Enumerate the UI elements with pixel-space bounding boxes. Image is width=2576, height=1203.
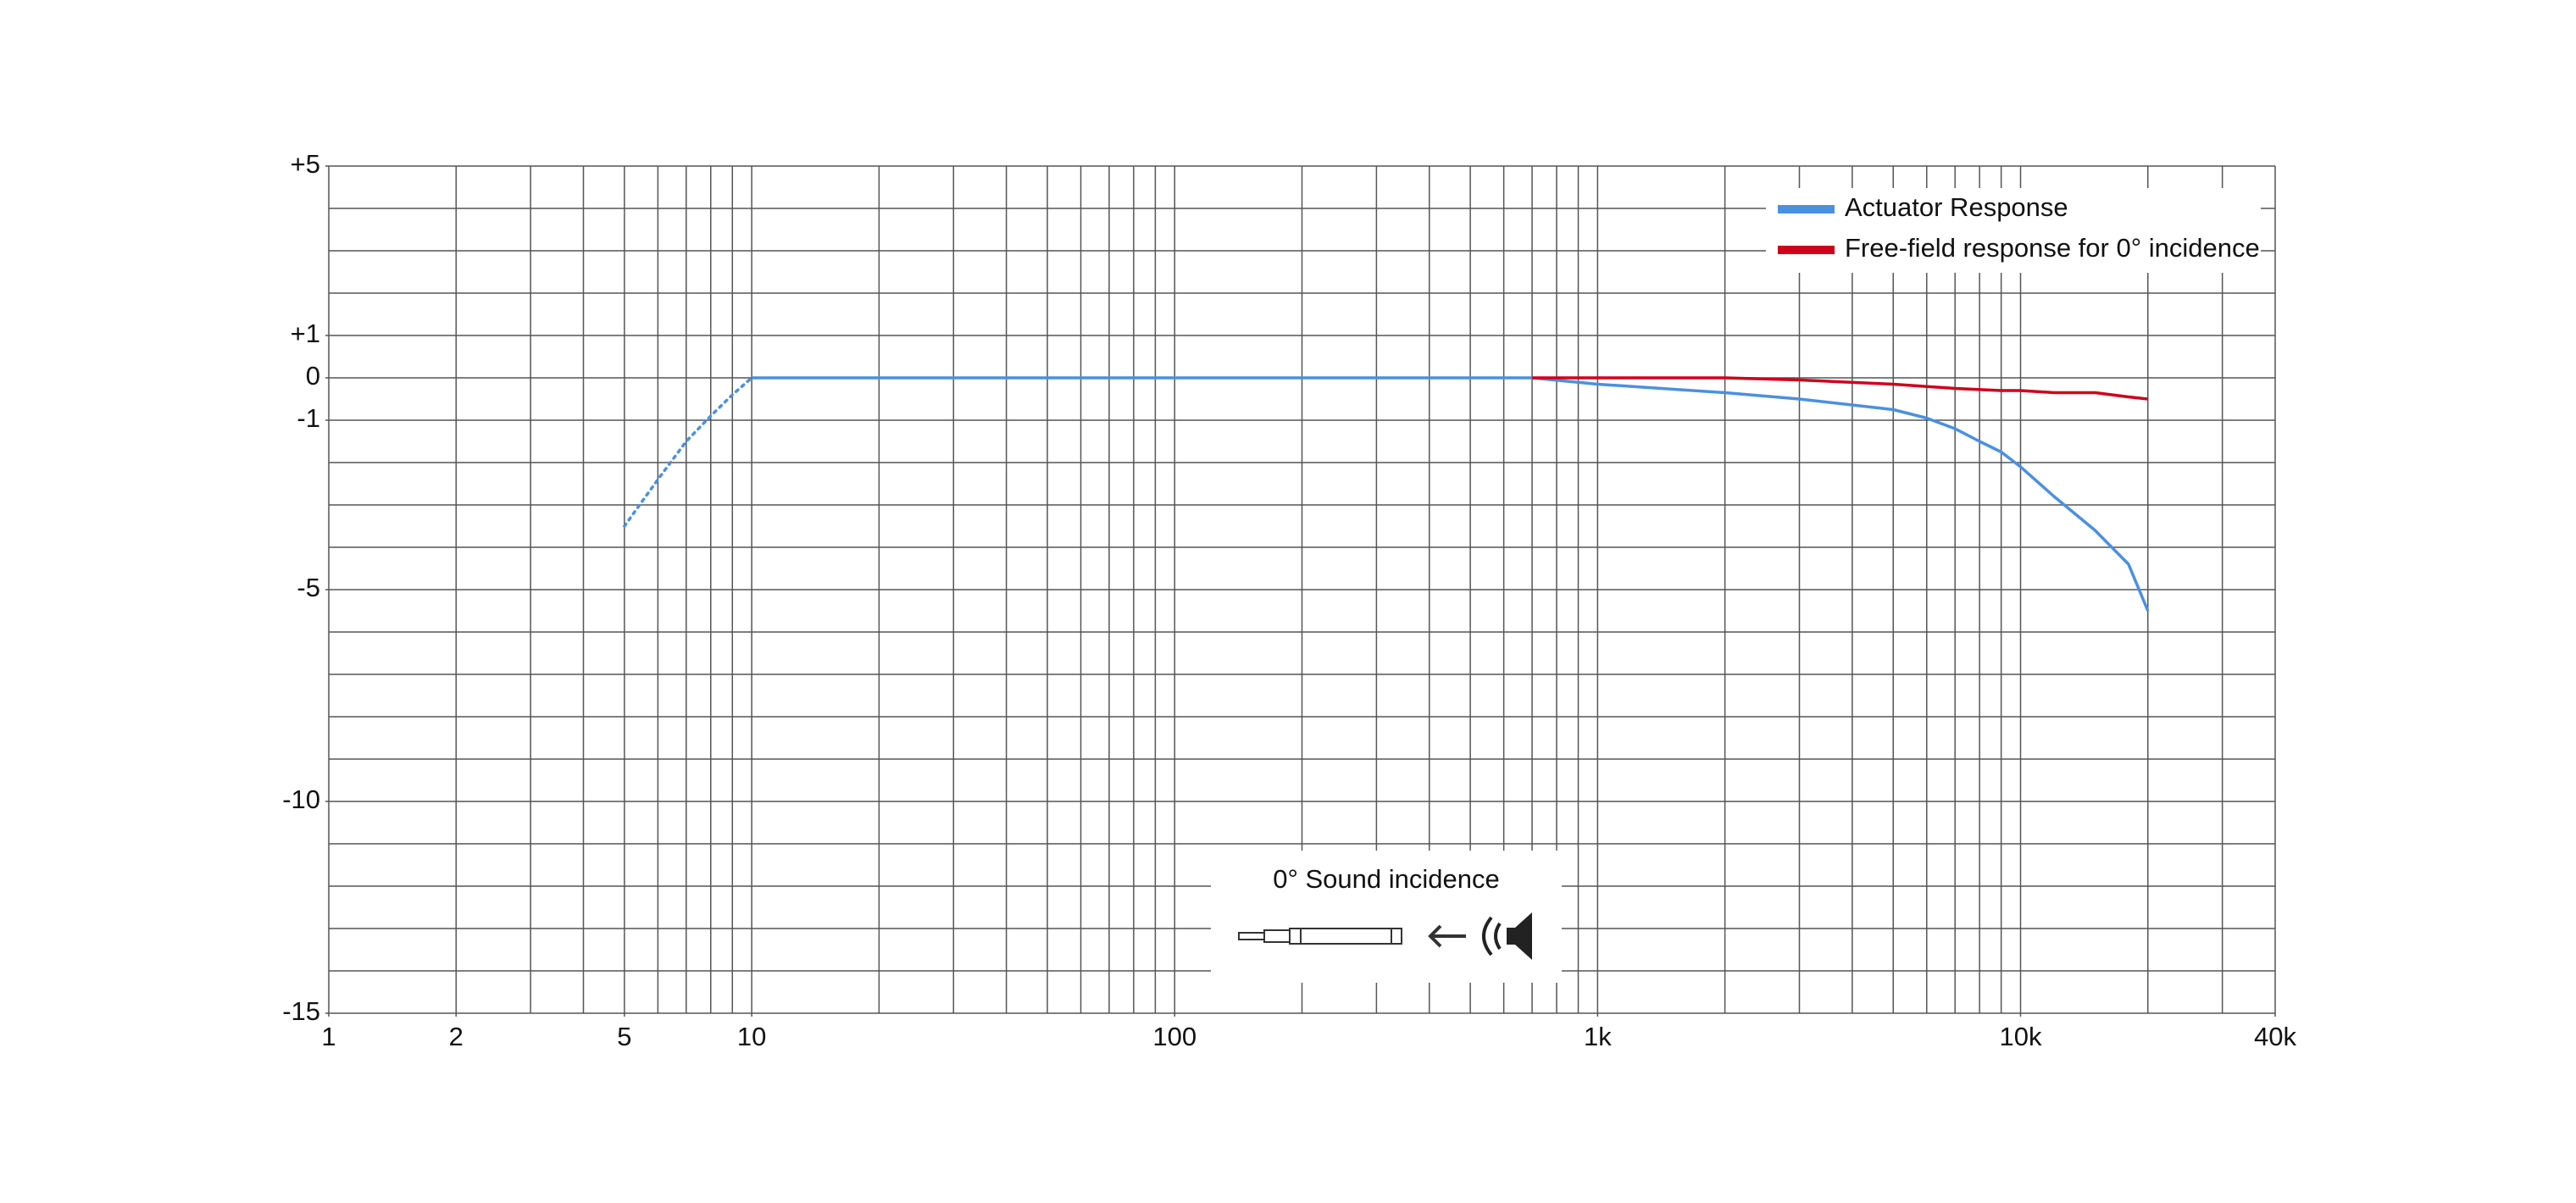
series-line xyxy=(623,376,753,528)
annotation: 0° Sound incidence xyxy=(1273,864,1499,894)
y-tick-label: 0 xyxy=(306,361,320,391)
y-tick-label: -5 xyxy=(297,573,320,602)
series-line xyxy=(1532,376,2148,401)
y-tick-label: -15 xyxy=(282,996,320,1026)
y-tick-label: +1 xyxy=(291,319,320,348)
y-tick-label: -10 xyxy=(282,784,320,814)
x-tick-label: 100 xyxy=(1152,1022,1196,1051)
x-tick-label: 2 xyxy=(449,1022,464,1051)
legend: Actuator Response Free-field response for… xyxy=(1766,188,2261,273)
x-tick-label: 1k xyxy=(1584,1022,1612,1051)
incidence-box: 0° Sound incidence xyxy=(1211,851,1562,983)
legend-box xyxy=(1766,188,2261,273)
x-tick-label: 5 xyxy=(617,1022,631,1051)
x-tick-label: 10k xyxy=(2000,1022,2042,1051)
x-tick-label: 10 xyxy=(737,1022,766,1051)
y-tick-label: +5 xyxy=(291,149,320,179)
arrow-icon xyxy=(1428,924,1466,948)
microphone-icon xyxy=(1238,928,1402,945)
series-line xyxy=(752,376,2150,612)
lines xyxy=(623,376,2150,612)
incidence-background xyxy=(1211,851,1562,983)
speaker-icon xyxy=(1482,912,1532,960)
legend-label: Actuator Response xyxy=(1845,192,2068,222)
x-tick-label: 1 xyxy=(321,1022,336,1051)
x-tick-label: 40k xyxy=(2254,1022,2296,1051)
legend-label: Free-field response for 0° incidence xyxy=(1845,233,2260,263)
y-tick-label: -1 xyxy=(297,403,320,433)
